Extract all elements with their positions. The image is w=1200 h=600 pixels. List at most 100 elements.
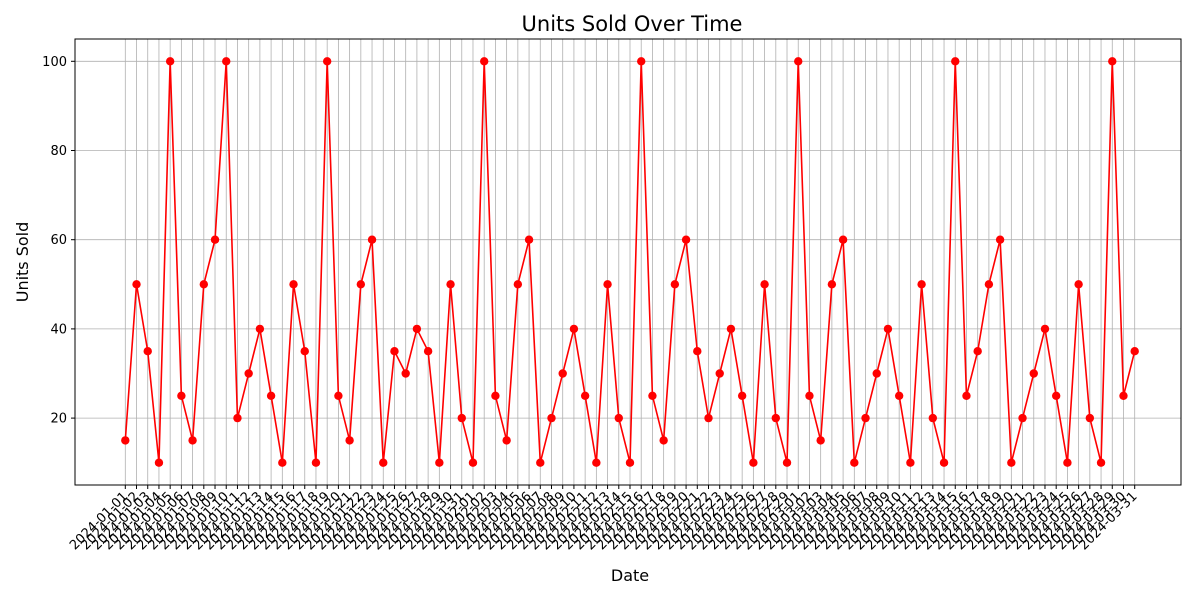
data-point — [143, 347, 152, 356]
data-point — [906, 458, 915, 467]
data-point — [121, 436, 130, 445]
data-point — [749, 458, 758, 467]
data-point — [244, 369, 253, 378]
data-point — [289, 280, 298, 289]
data-point — [1063, 458, 1072, 467]
data-point — [637, 57, 646, 66]
data-point — [1074, 280, 1083, 289]
data-point — [805, 391, 814, 400]
data-point — [1119, 391, 1128, 400]
data-point — [210, 235, 220, 244]
data-point — [917, 280, 926, 289]
data-point — [367, 235, 377, 244]
data-point — [379, 458, 388, 467]
data-point — [423, 347, 433, 356]
data-point — [569, 324, 579, 334]
series-units-sold — [121, 57, 1139, 467]
data-point — [794, 57, 803, 66]
data-point — [188, 436, 197, 445]
data-point — [603, 280, 612, 289]
data-point — [1130, 347, 1139, 356]
y-tick-label: 100 — [42, 55, 67, 70]
data-point — [894, 391, 904, 400]
data-point — [412, 324, 422, 334]
data-point — [233, 413, 242, 423]
data-point — [199, 280, 209, 289]
data-point — [300, 347, 309, 356]
data-point — [625, 458, 635, 467]
data-point — [132, 280, 141, 289]
y-tick-label: 40 — [50, 322, 67, 337]
data-point — [580, 391, 590, 400]
data-point — [536, 458, 545, 467]
data-point — [827, 280, 837, 289]
y-axis-label: Units Sold — [13, 222, 32, 303]
data-point — [715, 369, 724, 378]
data-point — [760, 280, 769, 289]
data-point — [1007, 458, 1016, 467]
data-point — [311, 458, 321, 467]
data-point — [480, 57, 489, 66]
data-point — [1096, 458, 1106, 467]
data-point — [1018, 413, 1027, 423]
x-gridlines — [124, 39, 1136, 485]
data-point — [491, 391, 500, 400]
data-point — [816, 436, 825, 445]
x-axis-label: Date — [611, 566, 649, 585]
plot-frame — [74, 38, 1182, 486]
data-point — [255, 324, 265, 334]
data-point — [592, 458, 601, 467]
y-tick-label: 80 — [50, 144, 67, 159]
data-point — [995, 235, 1005, 244]
data-point — [648, 391, 657, 400]
y-axis-ticks: 20 40 60 80 100 — [42, 55, 75, 427]
data-point — [334, 391, 343, 400]
data-point — [547, 413, 556, 423]
data-point — [726, 324, 736, 334]
data-point — [1040, 324, 1050, 334]
data-point — [850, 458, 859, 467]
data-point — [838, 235, 848, 244]
data-point — [401, 369, 410, 378]
chart-title: Units Sold Over Time — [522, 12, 743, 36]
data-point — [693, 347, 702, 356]
data-point — [659, 436, 668, 445]
data-point — [468, 458, 478, 467]
data-point — [322, 57, 332, 66]
data-point — [782, 458, 792, 467]
data-point — [984, 280, 994, 289]
data-point — [154, 458, 164, 467]
data-point — [345, 436, 354, 445]
data-point — [513, 280, 523, 289]
data-point — [883, 324, 893, 334]
data-point — [939, 458, 949, 467]
data-point — [177, 391, 186, 400]
data-point — [771, 413, 780, 423]
data-point — [524, 235, 534, 244]
data-point — [165, 57, 175, 66]
data-point — [737, 391, 747, 400]
data-point — [928, 413, 938, 423]
data-point — [502, 436, 511, 445]
data-point — [1085, 413, 1095, 423]
data-point — [704, 413, 713, 423]
data-point — [435, 458, 444, 467]
data-point — [1051, 391, 1061, 400]
y-tick-label: 60 — [50, 233, 67, 248]
data-point — [1108, 57, 1117, 66]
x-axis-ticks: 2024-01-012024-01-022024-01-032024-01-04… — [67, 485, 1141, 553]
data-point — [558, 369, 567, 378]
y-tick-label: 20 — [50, 412, 67, 427]
data-point — [266, 391, 276, 400]
data-point — [670, 280, 680, 289]
data-point — [356, 280, 366, 289]
data-point — [390, 347, 399, 356]
data-point — [973, 347, 982, 356]
y-gridlines — [75, 60, 1181, 419]
data-point — [457, 413, 466, 423]
data-point — [1029, 369, 1038, 378]
data-point — [614, 413, 623, 423]
data-point — [861, 413, 870, 423]
data-point — [951, 57, 960, 66]
